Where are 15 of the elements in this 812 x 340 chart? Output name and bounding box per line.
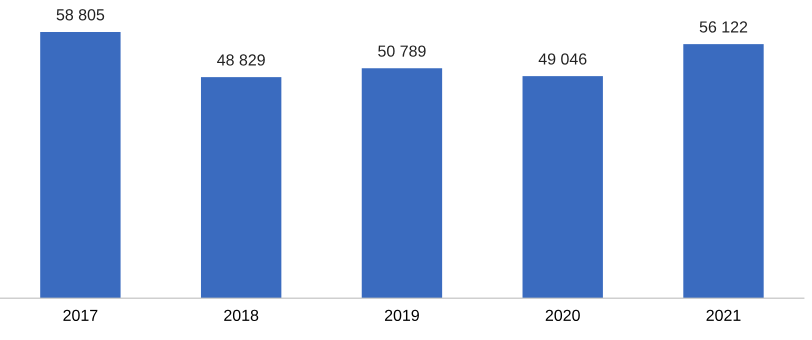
- x-tick-label: 2020: [546, 310, 580, 322]
- data-label: 56 122: [700, 21, 748, 33]
- bar: [200, 77, 282, 298]
- data-label: 58 805: [56, 9, 104, 20]
- x-tick-label: 2021: [706, 310, 740, 322]
- bar: [683, 44, 764, 298]
- bar: [362, 68, 442, 298]
- data-label: 49 046: [538, 53, 586, 65]
- data-label: 50 789: [378, 45, 426, 57]
- x-tick-label: 2018: [224, 310, 258, 322]
- x-tick-label: 2019: [384, 310, 419, 322]
- bar: [40, 32, 121, 298]
- x-tick-label: 2017: [63, 310, 98, 322]
- data-label: 48 829: [217, 54, 265, 66]
- bar: [522, 76, 603, 298]
